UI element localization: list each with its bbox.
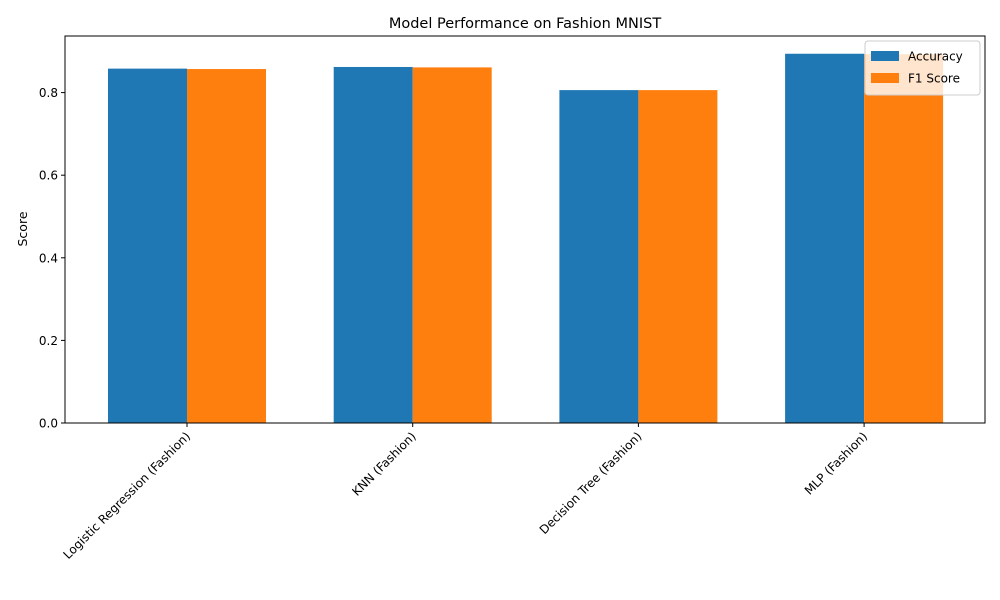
legend-swatch-accuracy — [871, 51, 899, 61]
legend-label-f1-score: F1 Score — [908, 72, 960, 86]
bar-accuracy-1 — [333, 66, 413, 423]
y-axis-label: Score — [15, 211, 30, 246]
y-tick-label: 0.8 — [39, 86, 58, 100]
bar-accuracy-3 — [785, 53, 865, 423]
bar-f1-score-2 — [638, 90, 718, 424]
y-tick-label: 0.2 — [39, 334, 58, 348]
bar-f1-score-1 — [412, 67, 492, 424]
y-tick-label: 0.0 — [39, 417, 58, 431]
legend-swatch-f1-score — [871, 73, 899, 83]
legend: Accuracy F1 Score — [864, 40, 981, 96]
plot-frame — [64, 35, 986, 424]
x-tick-label: MLP (Fashion) — [802, 429, 870, 497]
bar-accuracy-2 — [559, 90, 639, 424]
x-tick-label: KNN (Fashion) — [349, 429, 419, 499]
legend-label-accuracy: Accuracy — [908, 50, 963, 64]
y-tick-label: 0.6 — [39, 169, 58, 183]
bar-accuracy-0 — [108, 68, 187, 423]
y-tick-label: 0.4 — [39, 251, 58, 265]
x-tick-label: Decision Tree (Fashion) — [537, 429, 645, 537]
bars-layer — [108, 53, 944, 424]
chart-title: Model Performance on Fashion MNIST — [389, 16, 661, 32]
bar-f1-score-0 — [187, 69, 266, 423]
x-tick-label: Logistic Regression (Fashion) — [60, 429, 193, 562]
bar-f1-score-3 — [864, 54, 944, 424]
